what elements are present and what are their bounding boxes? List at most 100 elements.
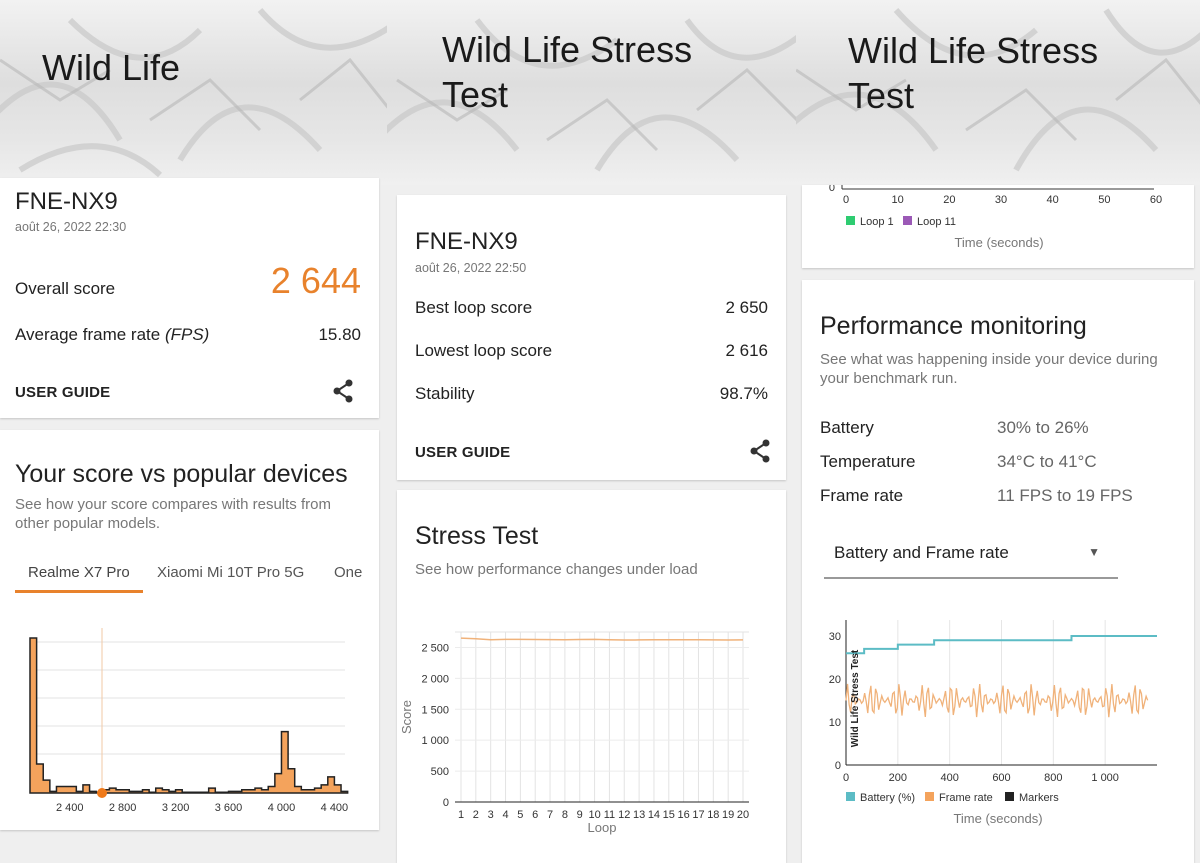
x-tick-label: 5 [517,809,523,821]
hero-banner: Wild Life Stress Test [387,0,796,185]
x-tick-label: 10 [588,809,600,821]
y-tick-label: 0 [443,797,449,809]
legend-loop-1: Loop 1 [860,216,894,228]
x-tick-label: 0 [843,194,849,206]
chart-selector-dropdown[interactable]: Battery and Frame rate ▼ [824,533,1118,579]
dropdown-value: Battery and Frame rate [834,543,1009,562]
hero-title: Wild Life Stress Test [848,30,1099,116]
y-tick-label: 10 [829,717,841,729]
x-tick-label: 800 [1044,772,1062,784]
tab-realme-x7-pro[interactable]: Realme X7 Pro [28,564,130,581]
share-icon[interactable] [749,439,771,463]
y-tick-label: 2 500 [421,642,449,654]
user-guide-link[interactable]: USER GUIDE [15,384,111,401]
legend-frame-rate: Frame rate [939,792,993,804]
hero-title: Wild Life Stress Test [442,29,693,115]
share-icon[interactable] [332,379,354,403]
y-tick-label: 2 000 [421,673,449,685]
compare-subtitle: See how your score compares with results… [15,496,331,532]
legend-loop-11: Loop 11 [917,216,956,228]
battery-line [846,635,1157,655]
performance-panel: Wild Life Stress Test 0 0 10 20 30 40 50 60 Lo… [796,0,1200,863]
frame-rate-value: 11 FPS to 19 FPS [997,486,1133,505]
battery-value: 30% to 26% [997,418,1089,437]
stress-title: Stress Test [415,522,539,550]
frame-rate-line [845,683,1149,718]
x-tick-label: 10 [892,194,904,206]
y-tick-label: 0 [835,760,841,772]
battery-swatch [846,792,855,801]
overall-score-label: Overall score [15,279,116,298]
x-tick-label: 14 [648,809,660,821]
lowest-loop-label: Lowest loop score [415,341,553,360]
result-date: août 26, 2022 22:50 [415,261,527,275]
tab-one[interactable]: One [334,564,363,581]
x-tick-label: 30 [995,194,1007,206]
wild-life-panel: Wild Life FNE-NX9 août 26, 2022 22:30 Ov… [0,0,387,863]
temperature-value: 34°C to 41°C [997,452,1097,471]
x-tick-label: 400 [940,772,958,784]
x-tick-label: 6 [532,809,538,821]
legend-battery: Battery (%) [860,792,915,804]
x-axis-label: Time (seconds) [954,235,1043,250]
result-date: août 26, 2022 22:30 [15,220,127,234]
y-tick-label: 20 [829,674,841,686]
loop-11-swatch [903,216,912,225]
performance-card: Performance monitoring See what was happ… [802,280,1194,863]
stress-chart-card: Stress Test See how performance changes … [397,490,786,863]
x-axis-label: Time (seconds) [953,811,1042,826]
stability-label: Stability [415,384,475,403]
fps-value: 15.80 [318,325,361,344]
loop-score-line [460,637,744,641]
temperature-label: Temperature [820,452,916,471]
x-tick-label: 200 [889,772,907,784]
score-card: FNE-NX9 août 26, 2022 22:30 Overall scor… [0,178,379,418]
x-tick-label: 1 000 [1091,772,1119,784]
x-tick-label: 7 [547,809,553,821]
x-tick-label: 4 000 [268,802,296,814]
battery-label: Battery [820,418,874,437]
y-tick-label: 1 500 [421,704,449,716]
perf-subtitle: See what was happening inside your devic… [820,351,1158,387]
y-tick-label: 30 [829,631,841,643]
x-tick-label: 11 [604,809,615,821]
x-tick-label: 0 [843,772,849,784]
overall-score-value: 2 644 [270,260,361,301]
device-name: FNE-NX9 [15,188,118,215]
x-tick-label: 18 [707,809,719,821]
x-tick-label: 12 [618,809,630,821]
markers-swatch [1005,792,1014,801]
x-tick-label: 9 [577,809,583,821]
x-tick-label: 19 [722,809,734,821]
y-tick-label: 500 [431,766,449,778]
lowest-loop-value: 2 616 [725,341,768,360]
device-name: FNE-NX9 [415,228,518,255]
hero-texture [0,8,387,178]
frame-rate-swatch [925,792,934,801]
best-loop-label: Best loop score [415,298,533,317]
x-tick-label: 2 800 [109,802,137,814]
your-score-marker [97,788,107,798]
stability-value: 98.7% [719,384,768,403]
stress-score-card: FNE-NX9 août 26, 2022 22:50 Best loop sc… [397,195,786,480]
hero-banner: Wild Life [0,0,387,185]
compare-card: Your score vs popular devices See how yo… [0,430,379,830]
x-tick-label: 40 [1047,194,1059,206]
chevron-down-icon: ▼ [1088,545,1100,559]
x-tick-label: 3 200 [162,802,190,814]
x-tick-label: 13 [633,809,645,821]
x-tick-label: 2 400 [56,802,84,814]
user-guide-link[interactable]: USER GUIDE [415,444,511,461]
tab-xiaomi-mi-10t-pro[interactable]: Xiaomi Mi 10T Pro 5G [157,564,305,581]
x-tick-label: 4 400 [321,802,349,814]
x-tick-label: 15 [663,809,675,821]
y-tick-label: 0 [829,185,835,194]
hero-title: Wild Life [42,47,181,88]
x-tick-label: 4 [502,809,508,821]
x-tick-label: 3 [488,809,494,821]
y-axis-label: Score [399,700,414,734]
x-tick-label: 16 [678,809,690,821]
x-tick-label: 17 [692,809,704,821]
x-tick-label: 20 [737,809,749,821]
